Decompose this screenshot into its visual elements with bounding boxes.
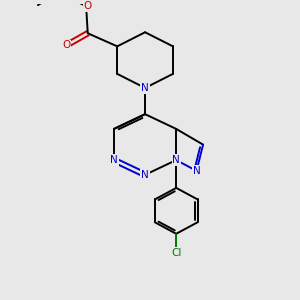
Text: N: N: [172, 155, 180, 165]
Text: Cl: Cl: [171, 248, 181, 258]
Text: O: O: [62, 40, 70, 50]
Text: N: N: [141, 83, 149, 93]
Text: N: N: [110, 155, 118, 165]
Text: O: O: [84, 1, 92, 11]
Text: N: N: [193, 166, 200, 176]
Text: N: N: [141, 170, 149, 180]
